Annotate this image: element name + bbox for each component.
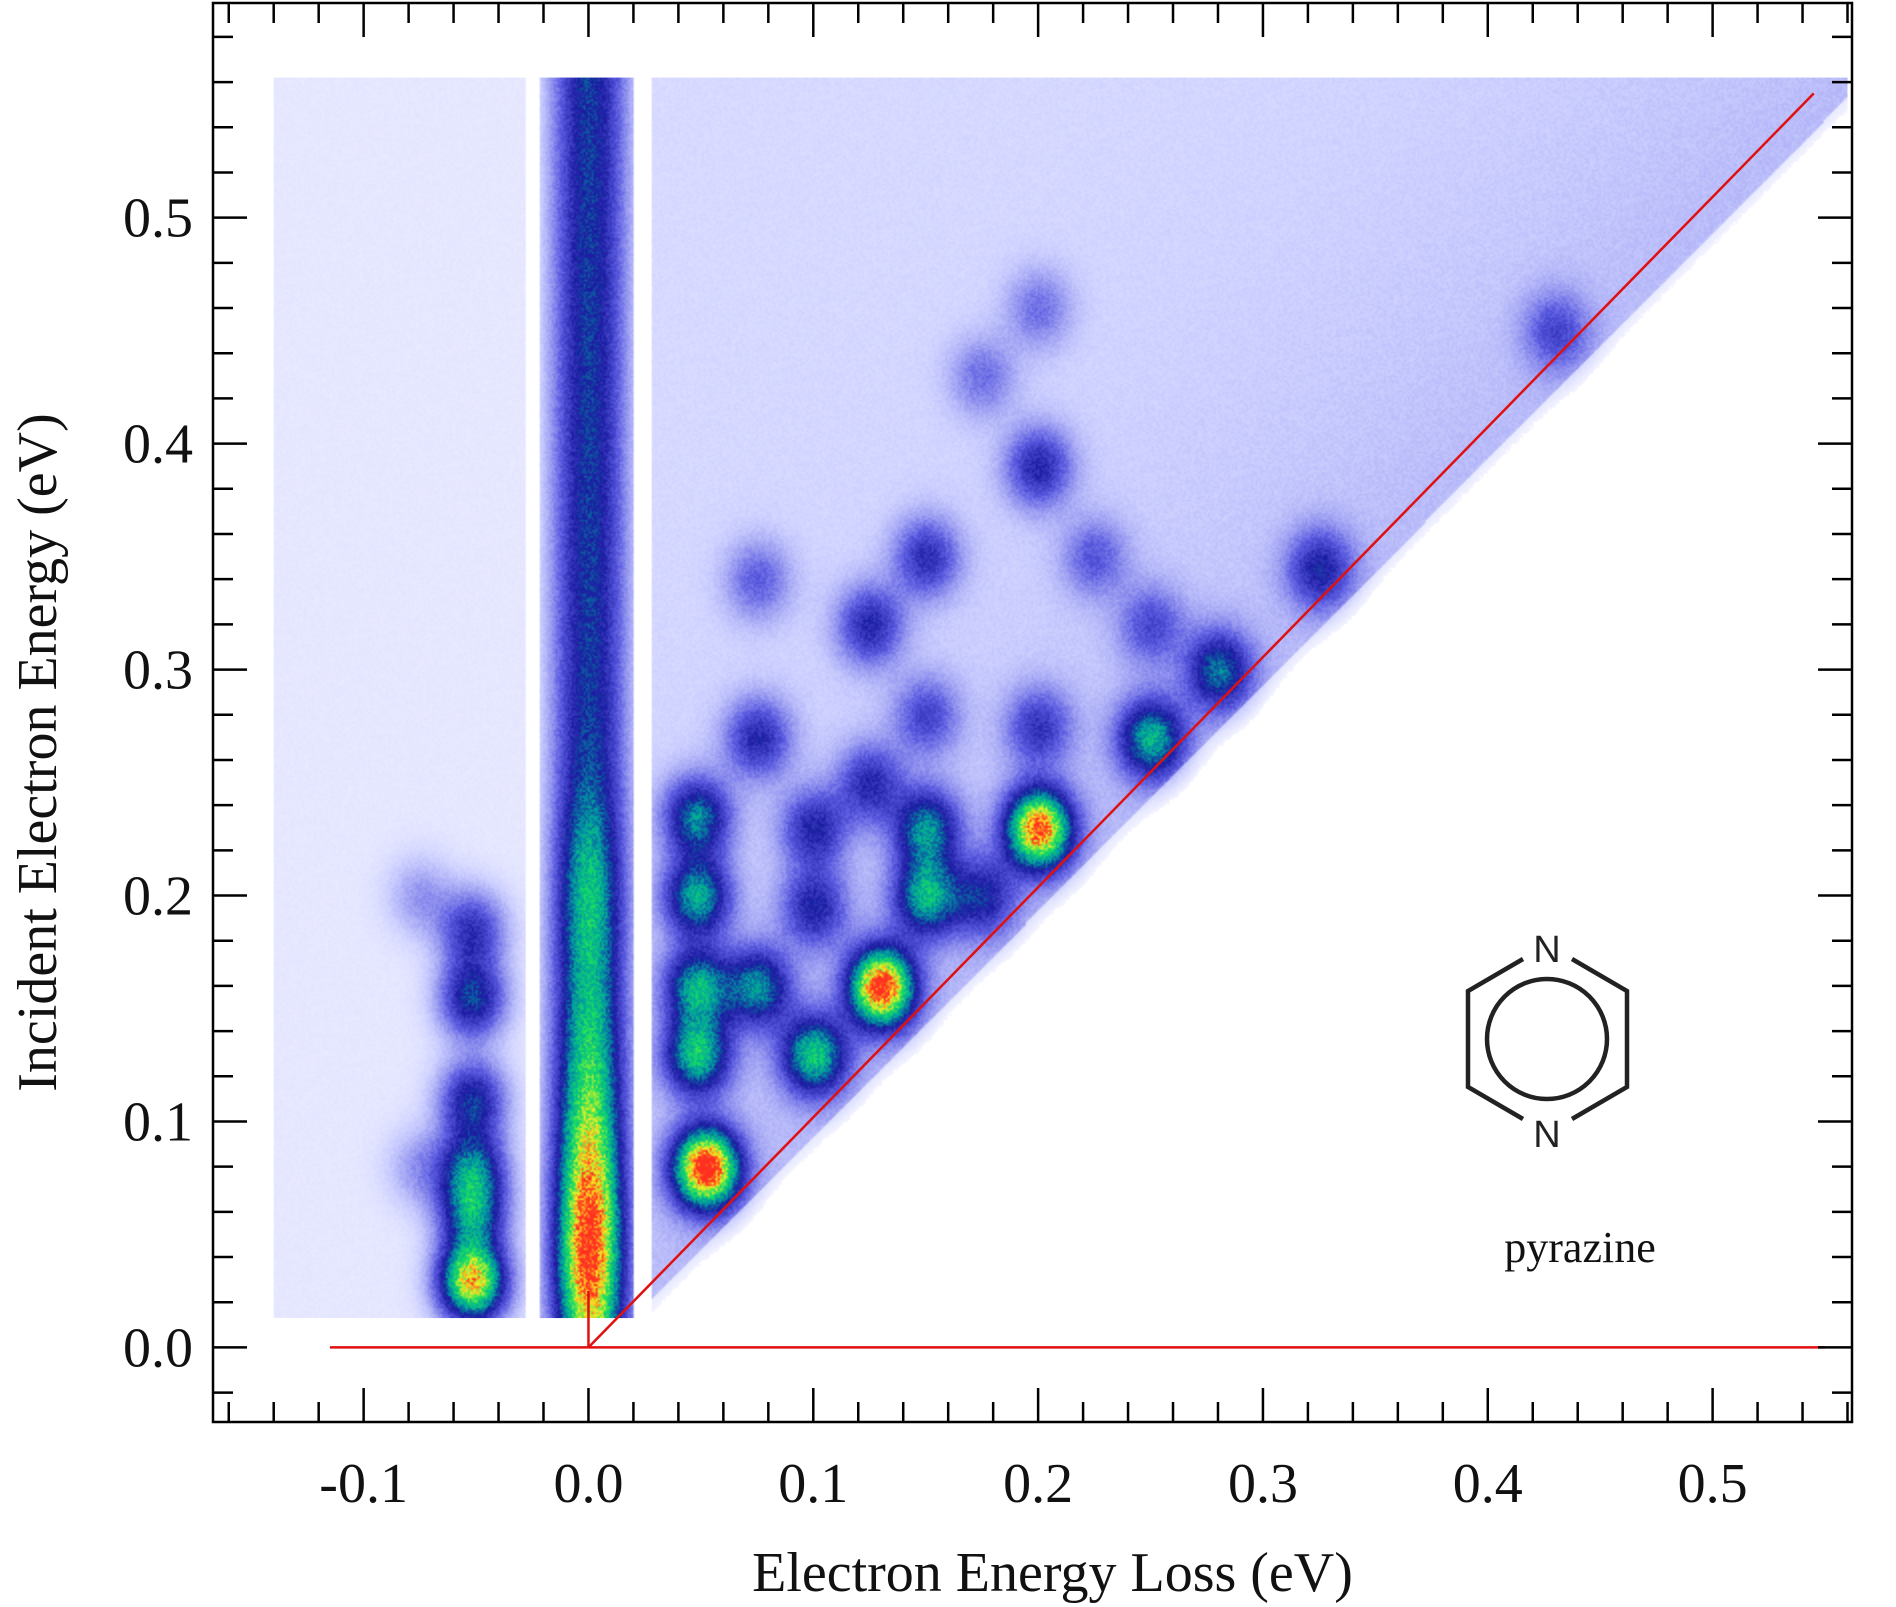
x-tick-label: 0.5 bbox=[1678, 1453, 1748, 1515]
x-tick-label: 0.0 bbox=[553, 1453, 623, 1515]
y-tick-label: 0.2 bbox=[123, 866, 193, 928]
reference-line-1 bbox=[587, 92, 1815, 1349]
x-axis-tick-labels: -0.1 0.0 0.1 0.2 0.3 0.4 0.5 bbox=[319, 1453, 1747, 1515]
heatmap-intensity-image bbox=[273, 77, 1848, 1319]
y-axis-ticks bbox=[213, 35, 1852, 1394]
x-tick-label: 0.4 bbox=[1453, 1453, 1523, 1515]
pyrazine-ring-bonds-right bbox=[1570, 957, 1630, 1121]
y-tick-label: 0.1 bbox=[123, 1091, 193, 1153]
y-tick-label: 0.3 bbox=[123, 640, 193, 702]
x-tick-label: -0.1 bbox=[319, 1453, 408, 1515]
pyrazine-structure-icon: N N bbox=[1465, 929, 1630, 1156]
y-tick-label: 0.0 bbox=[123, 1317, 193, 1379]
pyrazine-aromatic-circle bbox=[1484, 976, 1610, 1102]
molecule-name-label: pyrazine bbox=[1504, 1223, 1655, 1272]
y-axis-tick-labels: 0.0 0.1 0.2 0.3 0.4 0.5 bbox=[123, 188, 193, 1380]
plot-frame bbox=[211, 1, 1854, 1424]
x-tick-label: 0.1 bbox=[778, 1453, 848, 1515]
pyrazine-ring-bonds bbox=[1465, 957, 1525, 1121]
y-tick-label: 0.5 bbox=[123, 188, 193, 250]
x-axis-ticks bbox=[227, 3, 1849, 1422]
atom-label-top: N bbox=[1533, 929, 1560, 971]
reference-lines bbox=[329, 92, 1826, 1349]
atom-label-bottom: N bbox=[1533, 1114, 1560, 1156]
y-axis-title: Incident Electron Energy (eV) bbox=[7, 413, 69, 1091]
y-tick-label: 0.4 bbox=[123, 414, 193, 476]
x-tick-label: 0.3 bbox=[1228, 1453, 1298, 1515]
x-axis-title: Electron Energy Loss (eV) bbox=[752, 1542, 1353, 1604]
x-tick-label: 0.2 bbox=[1003, 1453, 1073, 1515]
